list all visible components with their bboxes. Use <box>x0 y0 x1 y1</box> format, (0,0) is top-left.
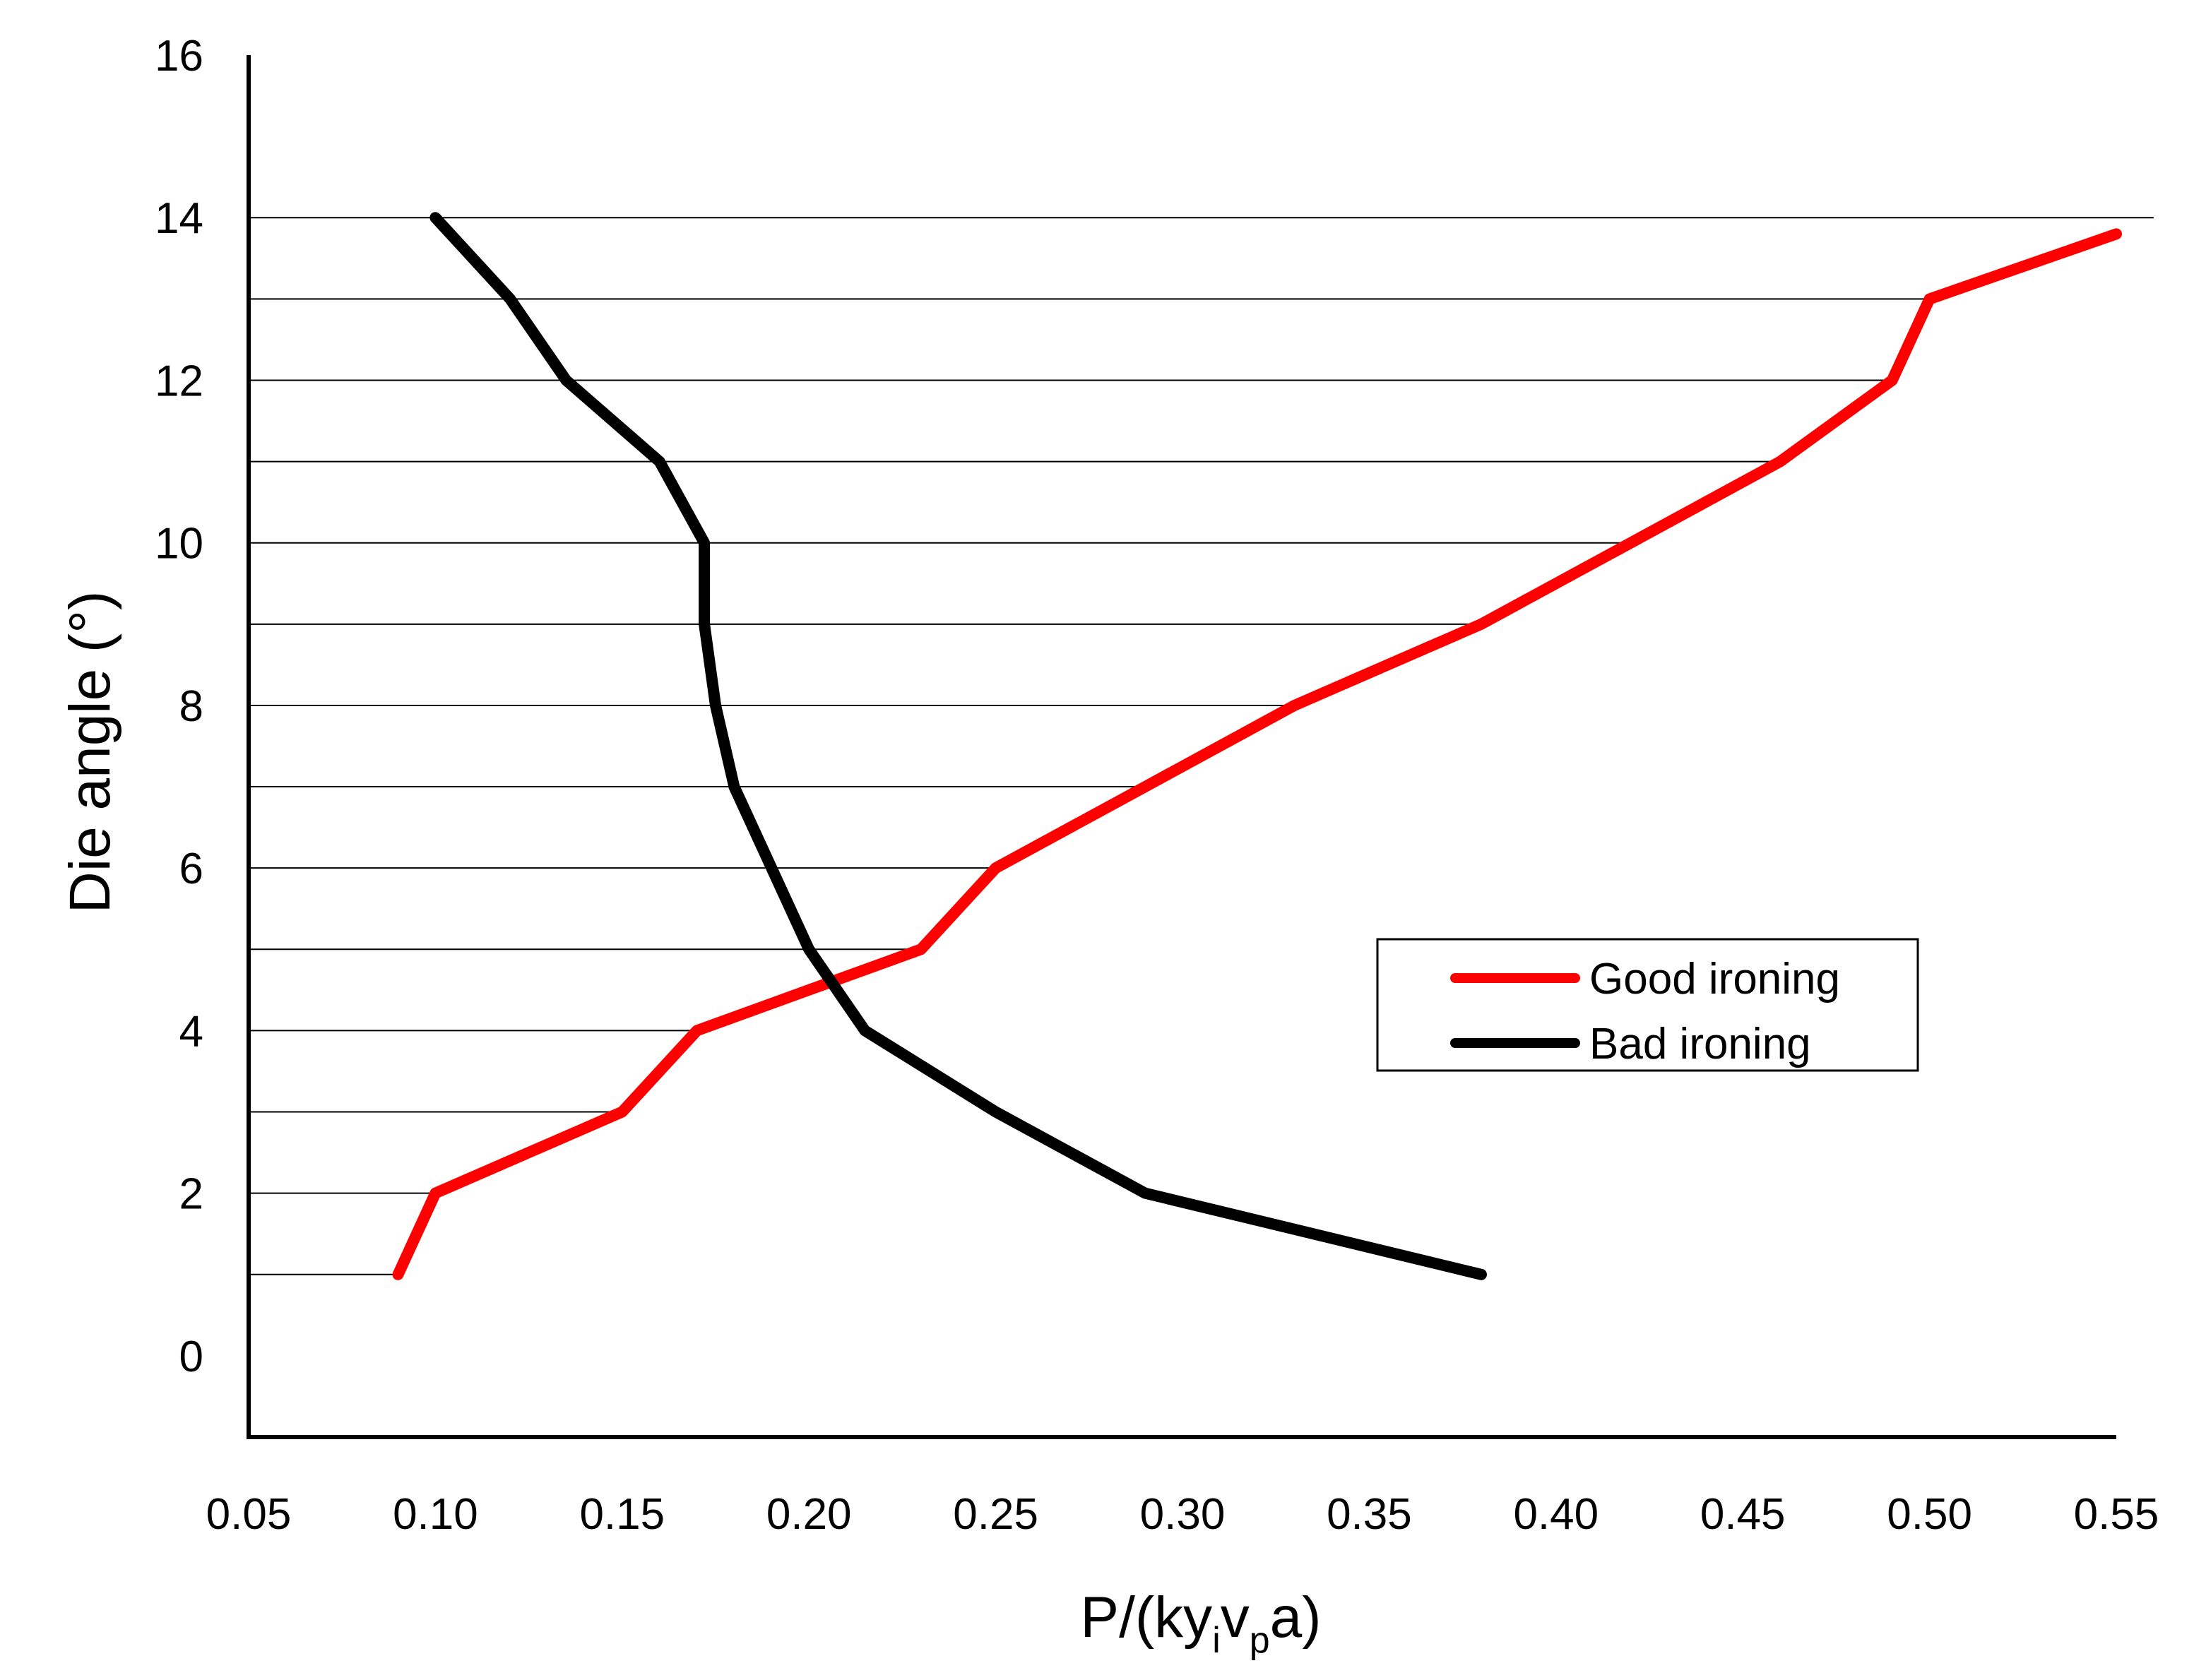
y-tick-label: 4 <box>179 1007 203 1056</box>
x-tick-label: 0.30 <box>1140 1490 1226 1539</box>
y-tick-label: 14 <box>155 194 203 243</box>
y-tick-label: 16 <box>155 32 203 81</box>
x-tick-label: 0.25 <box>953 1490 1038 1539</box>
y-axis-title: Die angle (°) <box>58 591 122 914</box>
legend-label-bad-ironing: Bad ironing <box>1589 1020 1811 1068</box>
axes <box>247 55 2116 1439</box>
y-tick-label: 12 <box>155 357 203 405</box>
x-tick-label: 0.15 <box>579 1490 665 1539</box>
legend: Good ironing Bad ironing <box>1376 938 1919 1072</box>
x-axis-title-sub-p: p <box>1250 1620 1270 1661</box>
x-tick-label: 0.20 <box>766 1490 852 1539</box>
x-axis-title-main: P/(ky <box>1080 1585 1212 1650</box>
x-tick-label: 0.55 <box>2074 1490 2159 1539</box>
y-tick-labels: 0 2 4 6 8 10 12 14 16 <box>155 32 203 1381</box>
x-tick-label: 0.05 <box>206 1490 292 1539</box>
x-axis-title-sub-i: i <box>1212 1620 1221 1661</box>
x-axis-title-v: v <box>1221 1585 1250 1650</box>
legend-label-good-ironing: Good ironing <box>1589 955 1840 1003</box>
x-tick-label: 0.35 <box>1327 1490 1412 1539</box>
x-axis-title-tail: a) <box>1270 1585 1322 1650</box>
data-series <box>392 212 2122 1280</box>
y-tick-label: 6 <box>179 845 203 893</box>
x-tick-label: 0.10 <box>393 1490 478 1539</box>
series-line-good-ironing <box>392 228 2122 1280</box>
x-tick-labels: 0.05 0.10 0.15 0.20 0.25 0.30 0.35 0.40 0.45 0.50… <box>206 1490 2159 1539</box>
x-axis-title: P/(kyivpa) <box>1080 1585 1321 1661</box>
x-tick-label: 0.50 <box>1887 1490 1972 1539</box>
y-tick-label: 8 <box>179 682 203 731</box>
series-line-bad-ironing <box>429 212 1487 1280</box>
legend-box <box>1376 938 1919 1072</box>
grid-lines <box>249 217 2154 1275</box>
x-tick-label: 0.40 <box>1513 1490 1599 1539</box>
y-tick-label: 10 <box>155 520 203 568</box>
y-tick-label: 0 <box>179 1333 203 1381</box>
y-tick-label: 2 <box>179 1170 203 1219</box>
x-tick-label: 0.45 <box>1700 1490 1786 1539</box>
